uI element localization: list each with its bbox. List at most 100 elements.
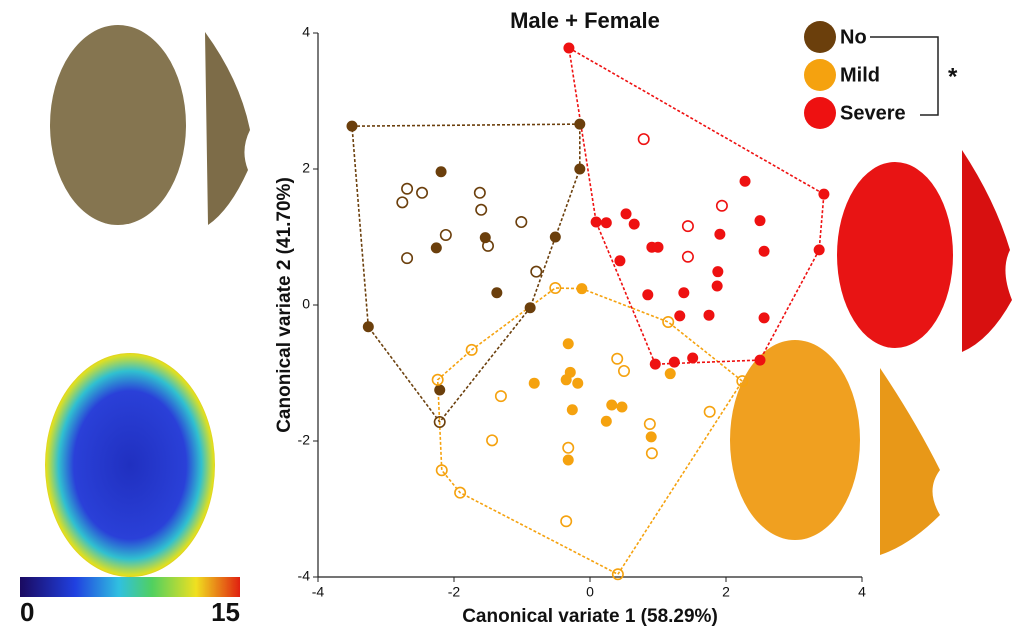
data-point <box>642 289 654 301</box>
data-point <box>439 228 452 241</box>
data-point <box>754 354 766 366</box>
data-point <box>430 242 442 254</box>
data-point <box>481 239 494 252</box>
data-point <box>668 356 680 368</box>
data-point <box>600 415 612 427</box>
x-axis-label: Canonical variate 1 (58.29%) <box>462 606 718 627</box>
data-point <box>473 186 486 199</box>
y-tick-label: 2 <box>302 160 310 176</box>
data-point <box>715 199 728 212</box>
data-point <box>739 175 751 187</box>
data-point <box>576 283 588 295</box>
data-point <box>562 441 575 454</box>
data-point <box>616 401 628 413</box>
data-point <box>560 374 572 386</box>
data-point <box>590 216 602 228</box>
data-point <box>703 405 716 418</box>
legend-marker <box>804 97 836 129</box>
data-point <box>818 188 830 200</box>
data-point <box>362 321 374 333</box>
data-point <box>435 166 447 178</box>
chart-title: Male + Female <box>510 8 660 33</box>
legend-label: No <box>840 26 867 48</box>
data-point <box>562 338 574 350</box>
data-point <box>758 312 770 324</box>
group-hull <box>567 46 825 365</box>
group-hull <box>436 287 744 576</box>
data-point <box>530 265 543 278</box>
data-point <box>611 352 624 365</box>
y-tick-label: 0 <box>302 296 310 312</box>
data-point <box>617 364 630 377</box>
y-tick-label: 4 <box>302 24 310 40</box>
data-point <box>758 245 770 257</box>
data-point <box>754 215 766 227</box>
data-point <box>346 120 358 132</box>
data-point <box>620 208 632 220</box>
data-point <box>465 343 478 356</box>
data-point <box>711 280 723 292</box>
data-point <box>396 196 409 209</box>
x-tick-label: 2 <box>722 584 730 600</box>
data-point <box>712 266 724 278</box>
bracket <box>870 36 939 116</box>
data-point <box>643 417 656 430</box>
legend-label: Severe <box>840 102 906 124</box>
annotation: * <box>948 63 958 90</box>
data-point <box>549 231 561 243</box>
x-tick-label: 0 <box>586 584 594 600</box>
data-point <box>649 358 661 370</box>
data-point <box>434 384 446 396</box>
legend-marker <box>804 21 836 53</box>
face-images <box>20 25 1012 597</box>
data-point <box>515 216 528 229</box>
data-point <box>645 431 657 443</box>
data-point <box>652 241 664 253</box>
data-point <box>681 220 694 233</box>
data-point <box>562 454 574 466</box>
y-tick-label: -2 <box>298 432 311 448</box>
data-point <box>524 302 536 314</box>
data-point <box>491 287 503 299</box>
data-point <box>664 368 676 380</box>
data-point <box>574 163 586 175</box>
data-point <box>401 182 414 195</box>
x-tick-label: 4 <box>858 584 866 600</box>
data-point <box>736 375 749 388</box>
data-point <box>566 404 578 416</box>
data-point <box>628 218 640 230</box>
x-tick-label: -4 <box>312 584 325 600</box>
data-point <box>549 281 562 294</box>
data-point <box>572 377 584 389</box>
data-point <box>454 486 467 499</box>
data-point <box>687 352 699 364</box>
y-axis-label: Canonical variate 2 (41.70%) <box>274 177 295 433</box>
group-hull <box>351 123 581 424</box>
data-point <box>662 315 675 328</box>
data-point <box>528 377 540 389</box>
data-point <box>614 255 626 267</box>
data-point <box>703 309 715 321</box>
data-point <box>678 287 690 299</box>
y-tick-label: -4 <box>298 568 311 584</box>
data-point <box>560 515 573 528</box>
colorbar-label: 15 <box>211 597 240 627</box>
data-point <box>681 250 694 263</box>
data-point <box>645 447 658 460</box>
data-point <box>574 118 586 130</box>
data-point <box>435 464 448 477</box>
data-point <box>494 390 507 403</box>
data-point <box>563 42 575 54</box>
legend-marker <box>804 59 836 91</box>
data-point <box>714 228 726 240</box>
data-point <box>431 373 444 386</box>
legend-label: Mild <box>840 64 880 86</box>
data-point <box>401 252 414 265</box>
colorbar-label: 0 <box>20 597 34 627</box>
data-point <box>600 217 612 229</box>
data-point <box>606 399 618 411</box>
x-tick-label: -2 <box>448 584 461 600</box>
data-point <box>433 415 446 428</box>
data-point <box>813 244 825 256</box>
